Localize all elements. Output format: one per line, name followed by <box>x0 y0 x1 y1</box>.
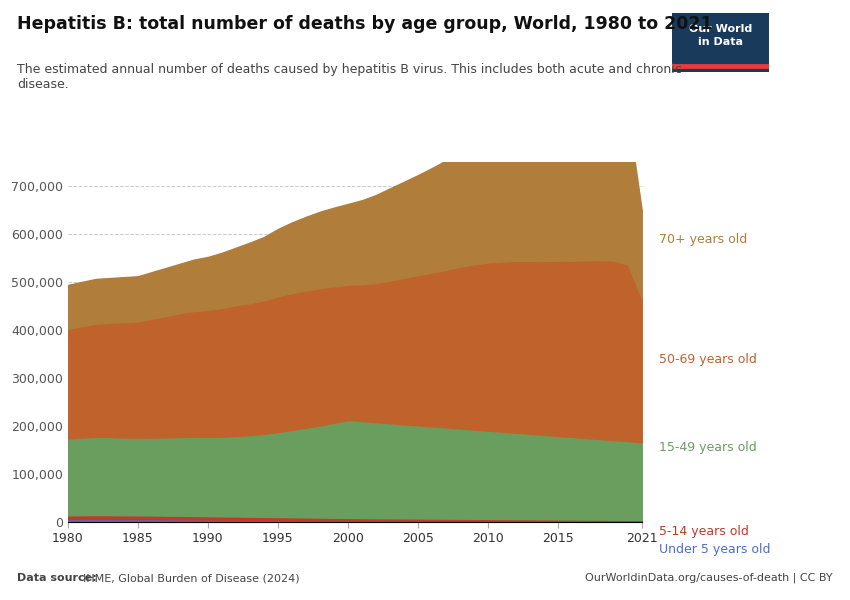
Text: Hepatitis B: total number of deaths by age group, World, 1980 to 2021: Hepatitis B: total number of deaths by a… <box>17 15 712 33</box>
Text: 5-14 years old: 5-14 years old <box>659 524 749 538</box>
Text: 70+ years old: 70+ years old <box>659 233 747 247</box>
Text: The estimated annual number of deaths caused by hepatitis B virus. This includes: The estimated annual number of deaths ca… <box>17 63 682 91</box>
Text: 50-69 years old: 50-69 years old <box>659 353 756 367</box>
Text: OurWorldinData.org/causes-of-death | CC BY: OurWorldinData.org/causes-of-death | CC … <box>586 572 833 583</box>
Text: Data source:: Data source: <box>17 573 100 583</box>
Text: 15-49 years old: 15-49 years old <box>659 440 756 454</box>
Text: Our World
in Data: Our World in Data <box>688 24 752 47</box>
Text: Under 5 years old: Under 5 years old <box>659 542 770 556</box>
Text: IHME, Global Burden of Disease (2024): IHME, Global Burden of Disease (2024) <box>83 573 300 583</box>
